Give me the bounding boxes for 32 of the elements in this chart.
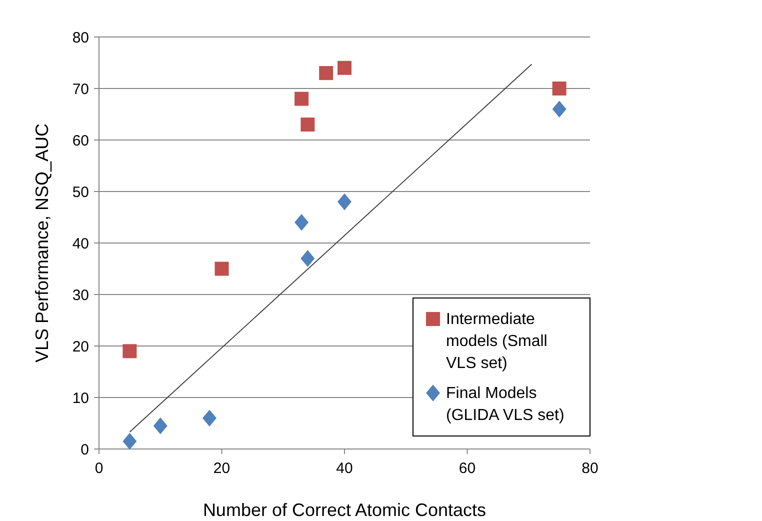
point	[552, 100, 566, 118]
point	[338, 193, 352, 210]
y-tick-label: 50	[72, 184, 89, 201]
point	[122, 432, 137, 450]
x-tick-label: 40	[336, 460, 353, 477]
y-tick-label: 60	[72, 132, 89, 150]
legend-label: Intermediate models (Small VLS set)	[446, 311, 548, 372]
x-tick-label: 60	[458, 460, 476, 477]
point	[300, 250, 315, 267]
y-tick-label: 0	[80, 441, 89, 458]
point	[294, 214, 309, 231]
point	[122, 344, 137, 358]
y-tick-label: 80	[72, 29, 89, 46]
y-tick-label: 30	[72, 286, 89, 304]
point	[153, 417, 168, 434]
x-tick-label: 20	[213, 460, 230, 477]
point	[214, 262, 229, 276]
point	[294, 92, 309, 106]
x-tick-label: 0	[94, 460, 104, 477]
point	[202, 410, 216, 426]
x-axis-title: Number of Correct Atomic Contacts	[202, 500, 486, 520]
y-tick-label: 40	[72, 235, 89, 252]
point	[552, 82, 566, 96]
x-tick-label: 80	[582, 460, 598, 477]
legend-label: Final Models (GLIDA VLS set)	[446, 385, 564, 424]
y-tick-label: 20	[72, 338, 89, 356]
y-tick-label: 10	[72, 390, 89, 407]
point	[338, 60, 352, 75]
point	[300, 118, 315, 132]
y-axis-title: VLS Performance, NSQ_AUC	[32, 123, 52, 363]
point	[319, 66, 334, 80]
y-tick-label: 70	[72, 80, 89, 98]
